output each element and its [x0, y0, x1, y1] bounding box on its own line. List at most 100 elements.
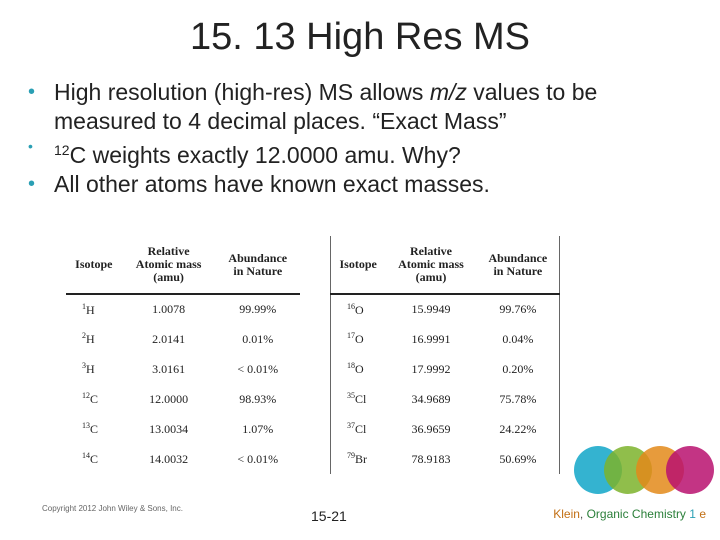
table-row: 2H 2.0141 0.01% [66, 324, 300, 354]
mass-number: 37 [347, 421, 355, 430]
atomic-mass-cell: 34.9689 [411, 391, 451, 406]
abundance-cell: 24.22% [499, 421, 537, 436]
isotope-cell: 13C [66, 414, 122, 444]
abundance-cell: 0.04% [502, 331, 534, 346]
mass-number: 14 [82, 451, 90, 460]
mass-number: 16 [347, 301, 355, 311]
mass-number: 1 [82, 301, 86, 311]
header-line: Abundance [228, 250, 288, 265]
table-row: 35Cl 34.9689 75.78% [331, 384, 560, 414]
abundance-cell: < 0.01% [237, 451, 279, 466]
header-isotope: Isotope [75, 257, 113, 271]
mass-number: 79 [347, 451, 355, 460]
slide-title: 15. 13 High Res MS [189, 16, 531, 58]
atomic-mass-cell: 3.0161 [152, 361, 186, 376]
atomic-mass-cell: 17.9992 [411, 361, 451, 376]
abundance-cell: 0.01% [242, 331, 274, 346]
element-symbol: O [355, 362, 364, 376]
header-line: Relative [410, 244, 452, 258]
element-symbol: C [90, 452, 99, 466]
table-body: 16O 15.9949 99.76% 17O 16.9991 0.04% 18O 17.999… [330, 293, 560, 474]
element-symbol: O [355, 302, 364, 317]
abundance-cell: 50.69% [499, 451, 537, 466]
atomic-mass-cell: 2.0141 [152, 331, 186, 346]
atomic-mass-cell: 14.0032 [149, 451, 189, 466]
separator: , [579, 507, 587, 521]
header-line: Relative [147, 244, 190, 258]
isotope-cell: 1H [66, 293, 122, 324]
header-abundance: Abundance in Nature [477, 236, 560, 294]
atomic-mass-cell: 16.9991 [411, 331, 451, 346]
copyright-text: Copyright 2012 John Wiley & Sons, Inc. [42, 504, 183, 513]
header-line: Atomic mass [135, 257, 202, 271]
bullet-text: All other atoms have known exact masses. [54, 171, 490, 197]
abundance-cell: 0.20% [502, 361, 534, 376]
isotope-cell: 18O [331, 354, 386, 384]
bullet-item: • All other atoms have known exact masse… [28, 170, 698, 199]
element-symbol: C [90, 392, 99, 406]
table-row: 13C 13.0034 1.07% [66, 414, 300, 444]
bullet-text: C weights exactly 12.0000 amu. Why? [69, 142, 461, 168]
table-row: 17O 16.9991 0.04% [331, 324, 560, 354]
isotope-cell: 17O [331, 324, 386, 354]
header-line: (amu) [415, 270, 447, 284]
table-row: 1H 1.0078 99.99% [66, 293, 300, 324]
mass-number: 3 [82, 361, 86, 370]
isotope-cell: 14C [66, 444, 122, 474]
isotope-cell: 16O [330, 293, 386, 324]
table-row: 37Cl 36.9659 24.22% [331, 414, 560, 444]
element-symbol: H [86, 302, 95, 317]
isotope-cell: 3H [66, 354, 122, 384]
abundance-cell: < 0.01% [237, 361, 279, 376]
table-row: 18O 17.9992 0.20% [331, 354, 560, 384]
decorative-circles [574, 446, 714, 494]
bullet-dot-icon: • [28, 173, 36, 195]
author-name: Klein [553, 507, 580, 521]
element-symbol: H [86, 362, 95, 376]
element-symbol: H [86, 332, 95, 346]
table-row: 14C 14.0032 < 0.01% [66, 444, 300, 474]
bullet-dot-icon: • [28, 81, 36, 103]
mass-number: 18 [347, 361, 355, 370]
atomic-mass-cell: 78.9183 [411, 451, 451, 466]
mass-number-superscript: 12 [54, 142, 70, 158]
bullet-dot-icon: • [28, 138, 33, 154]
bullet-text: values to be measured to 4 decimal place… [54, 79, 598, 134]
header-line: in Nature [493, 263, 543, 278]
bullet-text: High resolution (high-res) MS allows [54, 79, 430, 105]
bullet-list: • High resolution (high-res) MS allows m… [28, 78, 698, 199]
isotope-cell: 37Cl [331, 414, 386, 444]
isotope-cell: 2H [66, 324, 122, 354]
header-isotope: Isotope [339, 257, 377, 271]
bullet-item: • 12C weights exactly 12.0000 amu. Why? [28, 136, 698, 170]
isotope-cell: 79Br [331, 444, 386, 474]
atomic-mass-cell: 1.0078 [121, 293, 216, 324]
footer-citation: Klein, Organic Chemistry 1 e [553, 507, 706, 521]
isotope-cell: 12C [66, 384, 122, 414]
element-symbol: Br [355, 452, 367, 466]
book-title: Organic Chemistry [586, 507, 686, 521]
atomic-mass-cell: 12.0000 [149, 391, 189, 406]
table-row: 3H 3.0161 < 0.01% [66, 354, 300, 384]
circle-icon [666, 446, 714, 494]
header-line: in Nature [233, 263, 283, 278]
element-symbol: O [355, 332, 364, 346]
abundance-cell: 75.78% [499, 391, 537, 406]
abundance-cell: 1.07% [242, 421, 274, 436]
mass-number: 35 [347, 391, 355, 400]
element-symbol: Cl [355, 392, 367, 406]
abundance-cell: 99.76% [476, 293, 560, 324]
mass-number: 2 [82, 331, 86, 340]
header-line: Abundance [488, 250, 548, 265]
edition-label: e [699, 507, 706, 521]
edition-number: 1 [689, 507, 696, 521]
isotope-table-right: Isotope Relative Atomic mass (amu) Abund… [330, 236, 560, 474]
abundance-cell: 99.99% [215, 293, 300, 324]
page-number: 15-21 [311, 508, 347, 524]
element-symbol: C [90, 422, 99, 436]
header-abundance: Abundance in Nature [216, 236, 300, 294]
header-line: Atomic mass [398, 257, 464, 271]
bullet-emphasis: m/z [429, 79, 467, 105]
isotope-table-left: Isotope Relative Atomic mass (amu) Abund… [66, 236, 300, 474]
header-line: (amu) [153, 270, 184, 284]
